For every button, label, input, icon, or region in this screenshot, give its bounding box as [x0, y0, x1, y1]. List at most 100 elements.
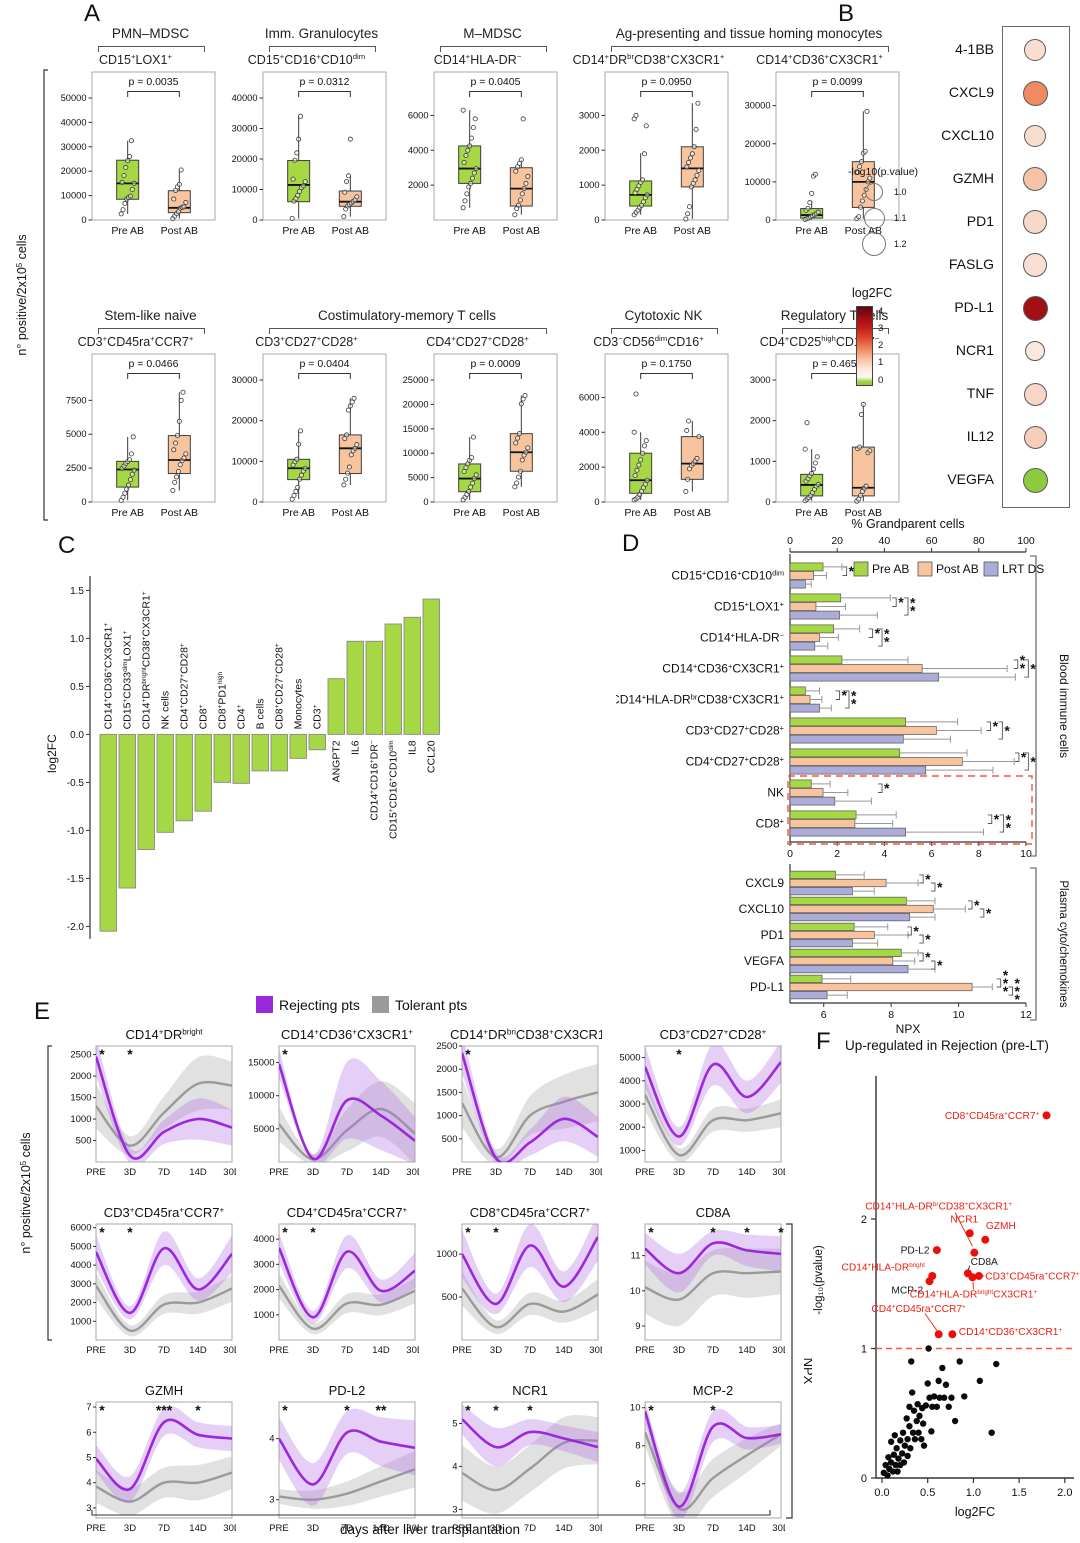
svg-text:Pre AB: Pre AB	[624, 225, 657, 237]
svg-text:10: 10	[630, 1286, 641, 1297]
svg-text:*: *	[974, 897, 980, 913]
svg-text:*: *	[1015, 991, 1021, 1007]
svg-text:1000: 1000	[436, 1111, 457, 1122]
post-box	[851, 108, 875, 222]
svg-text:1000: 1000	[579, 180, 600, 190]
svg-text:-0.5: -0.5	[67, 778, 85, 789]
svg-text:Post AB: Post AB	[503, 507, 540, 519]
svg-text:CD4+CD45ra+CCR7+: CD4+CD45ra+CCR7+	[871, 1303, 966, 1314]
svg-text:p = 0.4654: p = 0.4654	[813, 358, 863, 370]
svg-text:CD3+CD27+CD28+: CD3+CD27+CD28+	[686, 724, 784, 738]
svg-text:30D: 30D	[772, 1523, 785, 1534]
svg-text:10000: 10000	[232, 185, 258, 195]
svg-text:*: *	[99, 1046, 105, 1062]
svg-text:CD15+LOX1+: CD15+LOX1+	[714, 600, 784, 614]
svg-text:*: *	[99, 1402, 105, 1418]
svg-text:3000: 3000	[750, 375, 771, 385]
boxplot-5: 0 2500 5000 7500 p = 0.0466 Pre AB Post AB	[66, 353, 216, 519]
panel-f-title: Up-regulated in Rejection (pre-LT)	[845, 1038, 1049, 1053]
svg-text:PRE: PRE	[86, 1523, 106, 1534]
gene-label: IL12	[966, 428, 994, 444]
svg-text:CD4+CD27+CD28+: CD4+CD27+CD28+	[686, 755, 784, 769]
svg-text:Post AB: Post AB	[674, 225, 711, 237]
svg-text:2000: 2000	[579, 462, 600, 472]
rejecting-swatch	[256, 996, 273, 1013]
svg-text:p = 0.0099: p = 0.0099	[813, 76, 863, 88]
svg-text:30D: 30D	[223, 1167, 236, 1178]
svg-text:Post AB: Post AB	[503, 225, 540, 237]
svg-text:2: 2	[861, 1214, 867, 1226]
gene-dot-CXCL9	[1022, 80, 1048, 106]
legend-rejecting: Rejecting pts	[256, 996, 360, 1013]
svg-text:*: *	[842, 687, 848, 703]
svg-text:5000: 5000	[408, 473, 429, 483]
svg-text:3D: 3D	[673, 1167, 685, 1178]
gene-dot-NCR1	[1025, 341, 1045, 361]
svg-text:*: *	[994, 811, 1000, 827]
svg-text:MCP-2: MCP-2	[891, 1286, 923, 1297]
panel-e-xlabel: days after liver transplantation	[91, 1510, 771, 1537]
svg-text:6: 6	[929, 848, 935, 860]
svg-text:3D: 3D	[124, 1345, 136, 1356]
panel-e-label: E	[34, 998, 51, 1025]
svg-text:*: *	[849, 563, 855, 579]
svg-text:7D: 7D	[524, 1167, 536, 1178]
svg-text:*: *	[1003, 983, 1009, 999]
svg-text:*: *	[910, 603, 916, 619]
svg-text:1000: 1000	[619, 1145, 640, 1156]
post-box	[167, 389, 191, 493]
svg-text:Pre AB: Pre AB	[282, 507, 315, 519]
svg-text:*: *	[648, 1224, 654, 1240]
svg-text:NPX: NPX	[801, 1358, 812, 1385]
svg-text:*: *	[648, 1402, 654, 1418]
line-plot-PD-L2: PD-L234PRE3D7D14D30D****	[269, 1383, 419, 1534]
svg-text:*: *	[282, 1224, 288, 1240]
svg-text:14D: 14D	[555, 1345, 573, 1356]
post-box	[338, 395, 362, 488]
gene-dot-PD-L1	[1022, 295, 1048, 321]
svg-text:CD14+HLA-DRbrCD38+CX3CR1+: CD14+HLA-DRbrCD38+CX3CR1+	[865, 1201, 1012, 1212]
svg-text:*: *	[884, 634, 890, 650]
svg-text:PD-L1: PD-L1	[750, 980, 784, 994]
panel-a-ylabel: n° positive/2x105 cells	[15, 69, 48, 521]
svg-text:3D: 3D	[673, 1523, 685, 1534]
svg-text:2000: 2000	[70, 1298, 91, 1309]
svg-text:*: *	[676, 1046, 682, 1062]
svg-text:*: *	[744, 1224, 750, 1240]
svg-text:0.0: 0.0	[70, 730, 84, 741]
svg-text:*: *	[282, 1046, 288, 1062]
svg-text:4000: 4000	[579, 427, 600, 437]
svg-text:n° positive/2x105 cells: n° positive/2x105 cells	[19, 1132, 33, 1253]
group-title: Costimulatory-memory T cells	[317, 308, 497, 323]
svg-text:15000: 15000	[248, 1058, 274, 1069]
pre-box	[116, 434, 140, 503]
svg-text:*: *	[1015, 983, 1021, 999]
line-plot-CD3+CD27+CD28+: CD3+CD27+CD28+ 1000 2000 3000 4000 5000 PRE 3D 7…	[619, 1027, 785, 1178]
group-bracket	[269, 46, 376, 52]
svg-text:*: *	[1006, 820, 1012, 836]
boxplot-subtitle: CD4+CD25highCD127−	[759, 334, 880, 350]
svg-text:500: 500	[442, 1134, 458, 1145]
svg-text:3: 3	[269, 1495, 274, 1506]
svg-text:14D: 14D	[372, 1523, 390, 1534]
svg-text:0.5: 0.5	[920, 1487, 935, 1499]
svg-text:10000: 10000	[61, 191, 87, 201]
gene-label: VEGFA	[947, 471, 994, 487]
svg-text:CD14+CD36+CX3CR1+: CD14+CD36+CX3CR1+	[662, 662, 784, 676]
svg-text:3: 3	[86, 1503, 91, 1514]
svg-text:CD3+CD27+CD28+: CD3+CD27+CD28+	[660, 1027, 767, 1042]
svg-text:*: *	[710, 1402, 716, 1418]
svg-text:*: *	[1003, 975, 1009, 991]
svg-text:CD14+DRbriCD38+CX3CR1+: CD14+DRbriCD38+CX3CR1+	[450, 1027, 602, 1042]
pre-box	[800, 171, 824, 222]
svg-text:*: *	[925, 871, 931, 887]
svg-text:0: 0	[861, 1473, 867, 1485]
svg-text:0: 0	[594, 497, 599, 507]
svg-text:*: *	[993, 718, 999, 734]
gene-dot-TNF	[1023, 382, 1047, 406]
svg-text:p = 0.0312: p = 0.0312	[300, 76, 350, 88]
svg-text:20000: 20000	[61, 166, 87, 176]
gene-dot-IL12	[1023, 425, 1047, 449]
line-plot-CD8A: CD8A 9 10 11 PRE 3D 7D 14D 30D * * * *	[630, 1205, 785, 1356]
